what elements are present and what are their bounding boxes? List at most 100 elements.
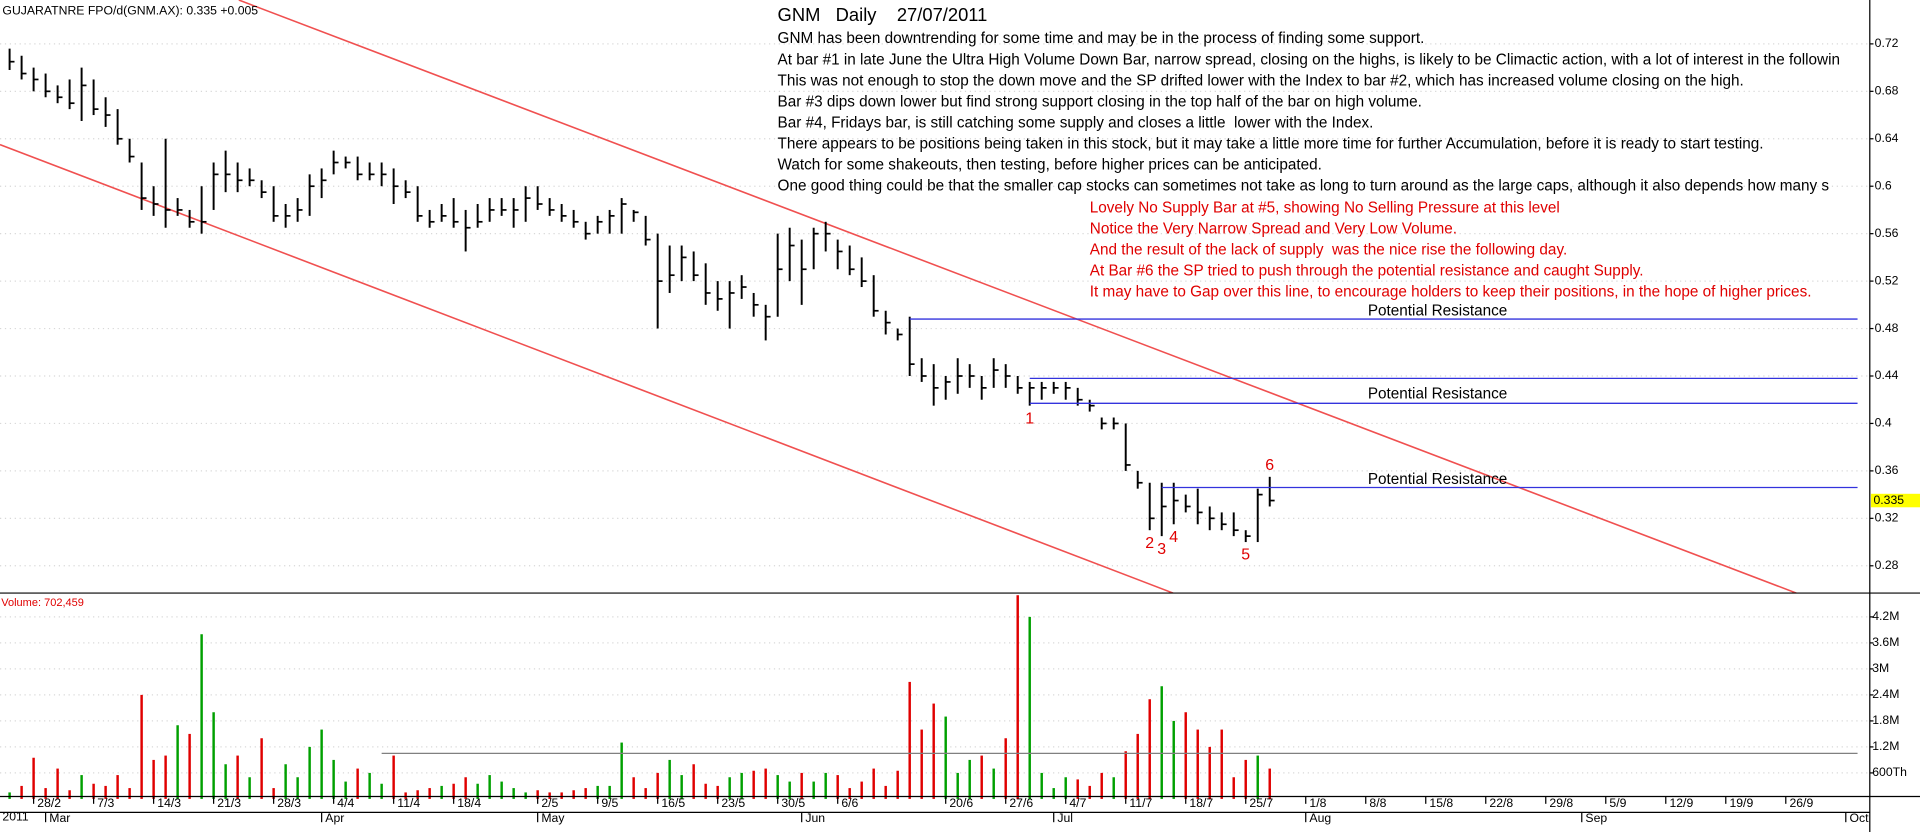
volume-bar bbox=[992, 768, 995, 799]
volume-bar bbox=[548, 792, 551, 799]
volume-bar bbox=[956, 772, 959, 799]
resistance-label: Potential Resistance bbox=[1368, 471, 1507, 488]
commentary-red-line: And the result of the lack of supply was… bbox=[1090, 242, 1567, 259]
volume-bar bbox=[152, 759, 155, 799]
x-tick-label: 15/8 bbox=[1429, 796, 1453, 810]
volume-bar bbox=[884, 785, 887, 799]
chart-title: GNM Daily 27/07/2011 bbox=[778, 4, 988, 25]
volume-bar bbox=[236, 755, 239, 799]
volume-bar bbox=[920, 729, 923, 799]
x-tick-label: 25/7 bbox=[1249, 796, 1273, 810]
volume-bar bbox=[668, 759, 671, 799]
x-tick-label: 28/2 bbox=[37, 796, 61, 810]
month-label: Oct bbox=[1849, 811, 1869, 825]
volume-bar bbox=[560, 792, 563, 799]
volume-bar bbox=[344, 781, 347, 799]
volume-bar bbox=[644, 788, 647, 799]
volume-bar bbox=[368, 772, 371, 799]
x-tick-label: 16/5 bbox=[661, 796, 685, 810]
annotation: 6 bbox=[1265, 457, 1274, 474]
volume-bar bbox=[572, 790, 575, 799]
commentary-line: GNM has been downtrending for some time … bbox=[778, 30, 1425, 47]
volume-bar bbox=[380, 783, 383, 799]
volume-bar bbox=[1220, 729, 1223, 799]
volume-tick-label: 600Th bbox=[1872, 765, 1907, 779]
volume-bar bbox=[296, 777, 299, 799]
x-tick-label: 5/9 bbox=[1609, 796, 1626, 810]
y-tick-label: 0.64 bbox=[1875, 131, 1899, 145]
volume-tick-label: 4.2M bbox=[1872, 609, 1899, 623]
x-tick-label: 7/3 bbox=[97, 796, 114, 810]
volume-bar bbox=[980, 755, 983, 799]
grid bbox=[0, 43, 1870, 774]
volume-bar bbox=[428, 788, 431, 799]
month-label: Sep bbox=[1585, 811, 1607, 825]
volume-bar bbox=[620, 742, 623, 799]
x-tick-label: 6/6 bbox=[841, 796, 858, 810]
channel bbox=[0, 0, 1797, 594]
commentary-red-line: Notice the Very Narrow Spread and Very L… bbox=[1090, 220, 1457, 237]
volume-bar bbox=[284, 764, 287, 799]
x-tick-label: 11/7 bbox=[1129, 796, 1152, 810]
volume-bar bbox=[80, 775, 83, 799]
x-tick-label: 1/8 bbox=[1309, 796, 1326, 810]
y-tick-label: 0.52 bbox=[1875, 273, 1899, 287]
volume-tick-label: 1.8M bbox=[1872, 713, 1899, 727]
volume-bar bbox=[248, 777, 251, 799]
volume-bar bbox=[212, 712, 215, 799]
resistance-label: Potential Resistance bbox=[1368, 385, 1507, 402]
x-tick-label: 11/4 bbox=[397, 796, 420, 810]
volume-bar bbox=[1160, 686, 1163, 799]
volume-bar bbox=[260, 738, 263, 799]
volume-bar bbox=[488, 775, 491, 799]
volume-bar bbox=[944, 716, 947, 799]
volume-bar bbox=[656, 772, 659, 799]
volume-bar bbox=[512, 788, 515, 799]
volume-bar bbox=[716, 785, 719, 799]
commentary-line: At bar #1 in late June the Ultra High Vo… bbox=[778, 51, 1840, 68]
month-label: Aug bbox=[1309, 811, 1331, 825]
volume-bar bbox=[416, 790, 419, 799]
volume-bar bbox=[320, 729, 323, 799]
volume-bar bbox=[1136, 733, 1139, 799]
volume-bar bbox=[476, 783, 479, 799]
volume-bar bbox=[1076, 779, 1079, 799]
volume-bar bbox=[1172, 720, 1175, 799]
volume-bar bbox=[392, 755, 395, 799]
volume-bar bbox=[8, 792, 11, 799]
volume-tick-label: 2.4M bbox=[1872, 687, 1899, 701]
volume-bar bbox=[272, 788, 275, 799]
annotation: 1 bbox=[1025, 410, 1034, 427]
volume-bar bbox=[224, 764, 227, 799]
commentary-line: Watch for some shakeouts, then testing, … bbox=[778, 156, 1322, 173]
volume-bar bbox=[1088, 785, 1091, 799]
commentary: GNM has been downtrending for some time … bbox=[778, 30, 1840, 300]
volume-bar bbox=[1256, 755, 1259, 799]
x-tick-label: 21/3 bbox=[217, 796, 241, 810]
volume-bar bbox=[464, 777, 467, 799]
x-tick-label: 20/6 bbox=[949, 796, 973, 810]
volume-bar bbox=[524, 792, 527, 799]
volume-bar bbox=[680, 775, 683, 799]
month-label: Jun bbox=[805, 811, 825, 825]
volume-bar bbox=[860, 781, 863, 799]
resistance-label: Potential Resistance bbox=[1368, 303, 1507, 320]
x-tick-label: 28/3 bbox=[277, 796, 301, 810]
price-tag-label: 0.335 bbox=[1873, 493, 1904, 507]
volume-bar bbox=[404, 792, 407, 799]
y-tick-label: 0.68 bbox=[1875, 84, 1899, 98]
annotation: 4 bbox=[1169, 529, 1178, 546]
x-tick-label: 18/4 bbox=[457, 796, 481, 810]
volume-bar bbox=[1004, 738, 1007, 799]
volume-bar bbox=[116, 775, 119, 799]
y-tick-label: 0.44 bbox=[1875, 368, 1899, 382]
y-tick-label: 0.28 bbox=[1875, 558, 1899, 572]
month-label: Mar bbox=[49, 811, 70, 825]
x-tick-label: 14/3 bbox=[157, 796, 181, 810]
volume-bar bbox=[1208, 746, 1211, 799]
volume-label: Volume: 702,459 bbox=[1, 597, 84, 609]
volume-bar bbox=[1052, 788, 1055, 799]
x-tick-label: 26/9 bbox=[1789, 796, 1813, 810]
volume-bar bbox=[836, 775, 839, 799]
y-tick-label: 0.36 bbox=[1875, 463, 1899, 477]
